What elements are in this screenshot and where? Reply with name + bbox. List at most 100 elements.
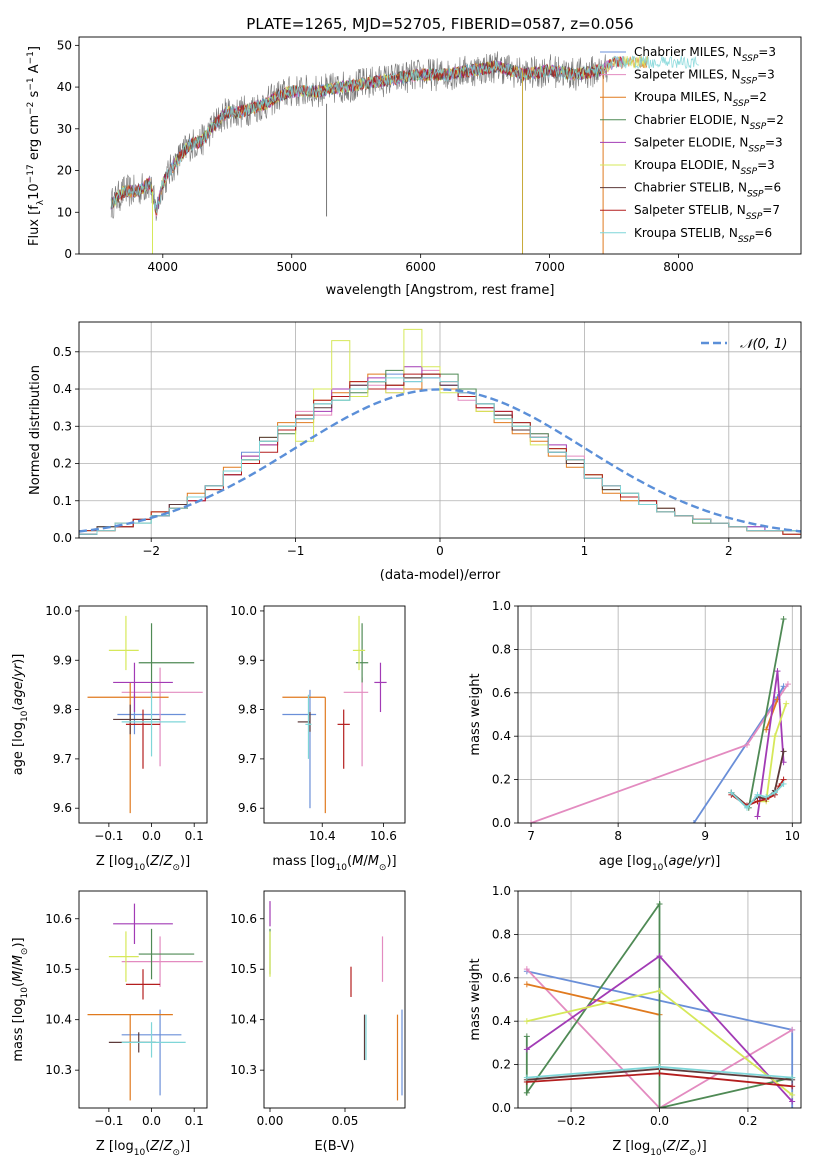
x-tick-label: −0.1 <box>94 829 123 843</box>
weights_vs_Z-frame <box>517 890 802 1109</box>
mass_vs_EBV-plot-area <box>269 901 403 1101</box>
y-tick-label: 0.5 <box>53 345 72 359</box>
y-tick-label: 30 <box>57 122 72 136</box>
y-tick-label: 0.8 <box>492 927 511 941</box>
x-tick-label: 8 <box>614 829 622 843</box>
x-tick-label: 0.1 <box>185 1114 204 1128</box>
age_vs_Z-frame <box>78 605 208 824</box>
y-tick-label: 9.6 <box>53 801 72 815</box>
age_vs_mass-plot-area <box>282 615 387 814</box>
x-tick-label: 0.00 <box>257 1114 284 1128</box>
x-tick-label: 2 <box>725 544 733 558</box>
y-axis-label: age [log10(age/yr)] <box>11 654 30 776</box>
y-tick-label: 0.2 <box>492 1058 511 1072</box>
y-tick-label: 10.5 <box>230 962 257 976</box>
chart-title: PLATE=1265, MJD=52705, FIBERID=0587, z=0… <box>246 15 633 33</box>
legend-entry: Kroupa MILES, NSSP=2 <box>634 90 767 109</box>
y-tick-label: 10.0 <box>230 604 257 618</box>
y-axis-label: mass weight <box>468 958 483 1040</box>
y-tick-label: 10.6 <box>230 912 257 926</box>
x-tick-label: 8000 <box>663 260 694 274</box>
x-tick-label: 5000 <box>276 260 307 274</box>
x-tick-label: 0.0 <box>650 1114 669 1128</box>
legend-entry: Chabrier STELIB, NSSP=6 <box>634 181 781 200</box>
y-tick-label: 0.4 <box>53 382 72 396</box>
y-tick-label: 40 <box>57 80 72 94</box>
legend-entry: Chabrier MILES, NSSP=3 <box>634 45 776 64</box>
spectrum-plot-area <box>110 51 700 254</box>
x-tick-label: 10.6 <box>370 829 397 843</box>
y-tick-label: 0.2 <box>492 773 511 787</box>
y-tick-label: 10.6 <box>45 912 72 926</box>
y-tick-label: 9.7 <box>238 752 257 766</box>
legend-entry: 𝒩(0, 1) <box>740 337 787 352</box>
y-tick-label: 9.9 <box>238 653 257 667</box>
mass_vs_EBV-frame <box>263 890 406 1109</box>
mass_vs_Z-plot-area <box>87 903 203 1101</box>
y-tick-label: 1.0 <box>492 884 511 898</box>
y-tick-label: 10.4 <box>45 1013 72 1027</box>
residuals-plot-area <box>79 322 801 538</box>
legend-entry: Salpeter STELIB, NSSP=7 <box>634 203 780 222</box>
y-tick-label: 10.4 <box>230 1013 257 1027</box>
histogram-step <box>79 377 801 538</box>
legend-entry: Kroupa ELODIE, NSSP=3 <box>634 158 775 177</box>
y-tick-label: 0.0 <box>53 531 72 545</box>
x-axis-label: Z [log10(Z/Z⊙)] <box>96 854 190 873</box>
x-tick-label: 10.4 <box>309 829 336 843</box>
y-tick-label: 0.3 <box>53 419 72 433</box>
y-tick-label: 10.0 <box>45 604 72 618</box>
x-axis-label: Z [log10(Z/Z⊙)] <box>96 1139 190 1158</box>
y-tick-label: 0.2 <box>53 457 72 471</box>
model-spectrum <box>110 55 700 215</box>
y-axis-label: Flux [fλ10−17 erg cm−2 s−1 A−1] <box>26 46 46 246</box>
y-tick-label: 9.9 <box>53 653 72 667</box>
y-tick-label: 0.0 <box>492 816 511 830</box>
y-tick-label: 0.4 <box>492 729 511 743</box>
x-axis-label: wavelength [Angstrom, rest frame] <box>326 283 555 298</box>
y-tick-label: 1.0 <box>492 599 511 613</box>
y-tick-label: 0 <box>64 247 72 261</box>
x-tick-label: 7 <box>527 829 535 843</box>
y-axis-label: mass weight <box>468 673 483 755</box>
weight-line <box>757 703 788 803</box>
x-tick-label: 0.0 <box>142 1114 161 1128</box>
y-tick-label: 0.8 <box>492 642 511 656</box>
residuals-frame <box>78 321 802 539</box>
y-tick-label: 10.3 <box>230 1063 257 1077</box>
x-axis-label: mass [log10(M/M⊙)] <box>272 854 396 873</box>
weight-line <box>693 685 785 823</box>
x-tick-label: −1 <box>287 544 305 558</box>
y-tick-label: 9.7 <box>53 752 72 766</box>
y-axis-label: mass [log10(M/M⊙)] <box>11 937 30 1061</box>
x-axis-label: E(B-V) <box>314 1139 354 1154</box>
x-axis-label: (data-model)/error <box>380 568 501 583</box>
x-tick-label: 0.05 <box>332 1114 359 1128</box>
y-tick-label: 0.6 <box>492 686 511 700</box>
legend-entry: Chabrier ELODIE, NSSP=2 <box>634 113 784 132</box>
x-tick-label: 0.0 <box>142 829 161 843</box>
weights_vs_age-plot-area <box>518 606 801 823</box>
y-tick-label: 0.0 <box>492 1101 511 1115</box>
y-axis-label: Normed distribution <box>28 365 43 495</box>
model-spectrum <box>110 56 625 216</box>
weight-line <box>526 968 793 1108</box>
y-tick-label: 0.6 <box>492 971 511 985</box>
y-tick-label: 9.8 <box>53 703 72 717</box>
x-tick-label: 7000 <box>534 260 565 274</box>
spectrum-frame <box>78 36 802 255</box>
x-tick-label: 9 <box>701 829 709 843</box>
legend-entry: Kroupa STELIB, NSSP=6 <box>634 226 772 245</box>
gaussian-curve <box>79 388 801 533</box>
y-tick-label: 9.6 <box>238 801 257 815</box>
legend-entry: Salpeter ELODIE, NSSP=3 <box>634 135 783 154</box>
x-axis-label: age [log10(age/yr)] <box>599 854 721 873</box>
age_vs_Z-plot-area <box>87 615 203 814</box>
x-tick-label: −0.2 <box>556 1114 585 1128</box>
x-tick-label: 4000 <box>148 260 179 274</box>
x-tick-label: −0.1 <box>94 1114 123 1128</box>
y-tick-label: 10 <box>57 205 72 219</box>
weights_vs_Z-plot-area <box>518 891 801 1108</box>
age_vs_mass-frame <box>263 605 406 824</box>
